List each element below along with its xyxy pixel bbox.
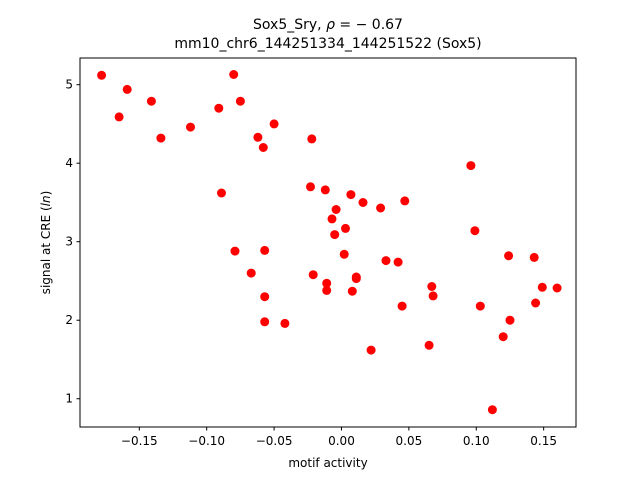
data-point (217, 188, 226, 198)
y-tick-label: 3 (65, 235, 73, 249)
data-point (308, 270, 318, 280)
data-point (327, 214, 337, 224)
data-point (306, 182, 315, 192)
data-point (400, 196, 410, 206)
data-point (366, 345, 376, 355)
data-point (330, 230, 340, 240)
data-point (424, 340, 434, 350)
data-point (146, 96, 156, 106)
data-point (322, 285, 332, 295)
data-point (230, 246, 240, 256)
x-axis-ticks: −0.15 −0.10 −0.05 0.00 0.05 0.10 0.15 (121, 427, 557, 448)
y-axis-label-suffix: ) (39, 191, 53, 196)
data-point (470, 226, 480, 236)
plot-area-frame (79, 57, 577, 428)
chart-title-rho: ρ (326, 17, 335, 33)
data-point (156, 133, 166, 143)
data-point (531, 298, 541, 308)
data-point (358, 198, 368, 207)
data-point (331, 205, 341, 214)
data-point (122, 84, 132, 94)
y-axis-label-italic: ln (39, 195, 53, 206)
x-axis-label: motif activity (288, 456, 367, 470)
data-point (397, 301, 407, 311)
data-point (253, 132, 263, 142)
data-point (339, 249, 349, 259)
data-point (260, 317, 270, 327)
data-point (498, 332, 508, 342)
data-point (428, 291, 438, 301)
y-tick-label: 2 (65, 313, 73, 327)
data-point (214, 103, 224, 113)
data-point (280, 318, 290, 328)
data-point (320, 185, 330, 195)
chart-title-suffix: = − 0.67 (335, 17, 403, 33)
data-point (269, 119, 279, 129)
data-point (351, 272, 361, 282)
data-point (258, 143, 268, 152)
data-point (505, 315, 515, 325)
data-point (393, 257, 403, 267)
data-point (114, 112, 124, 122)
data-point (246, 268, 256, 278)
y-tick-label: 1 (65, 392, 73, 406)
x-tick-label: 0.10 (463, 434, 490, 448)
data-point (307, 134, 317, 144)
data-point (186, 122, 195, 132)
data-point (341, 223, 350, 233)
x-tick-label: −0.05 (256, 434, 293, 448)
chart-title-line2: mm10_chr6_144251334_144251522 (Sox5) (174, 36, 481, 52)
x-tick-label: −0.15 (121, 434, 158, 448)
data-point (529, 252, 539, 262)
y-tick-label: 5 (65, 78, 73, 92)
data-point (322, 278, 332, 288)
y-axis-label: signal at CRE (ln) (39, 191, 53, 295)
data-point (235, 96, 245, 106)
data-point (487, 405, 497, 415)
data-point (97, 70, 107, 80)
data-point (552, 283, 562, 293)
data-point (475, 301, 485, 311)
x-tick-label: 0.00 (328, 434, 355, 448)
data-point (229, 70, 239, 79)
y-axis-ticks: 1 2 3 4 5 (65, 78, 80, 406)
x-tick-label: 0.05 (396, 434, 423, 448)
y-axis-label-prefix: signal at CRE ( (39, 206, 53, 294)
x-tick-label: −0.10 (188, 434, 225, 448)
data-point (346, 190, 356, 200)
data-point (427, 282, 437, 291)
data-point (381, 256, 391, 266)
chart-title-prefix: Sox5_Sry, (253, 17, 326, 33)
data-point (347, 286, 357, 296)
x-tick-label: 0.15 (530, 434, 557, 448)
data-points (97, 70, 562, 415)
data-point (466, 161, 476, 171)
data-point (260, 245, 270, 255)
data-point (260, 292, 270, 302)
y-tick-label: 4 (65, 156, 73, 170)
data-point (537, 282, 547, 292)
data-point (376, 203, 386, 213)
data-point (504, 251, 514, 261)
chart-title-line1: Sox5_Sry, ρ = − 0.67 (253, 17, 403, 33)
